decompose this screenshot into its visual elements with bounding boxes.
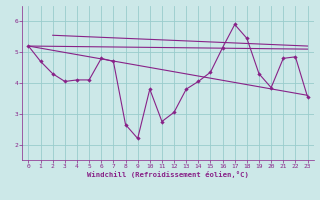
X-axis label: Windchill (Refroidissement éolien,°C): Windchill (Refroidissement éolien,°C) <box>87 171 249 178</box>
